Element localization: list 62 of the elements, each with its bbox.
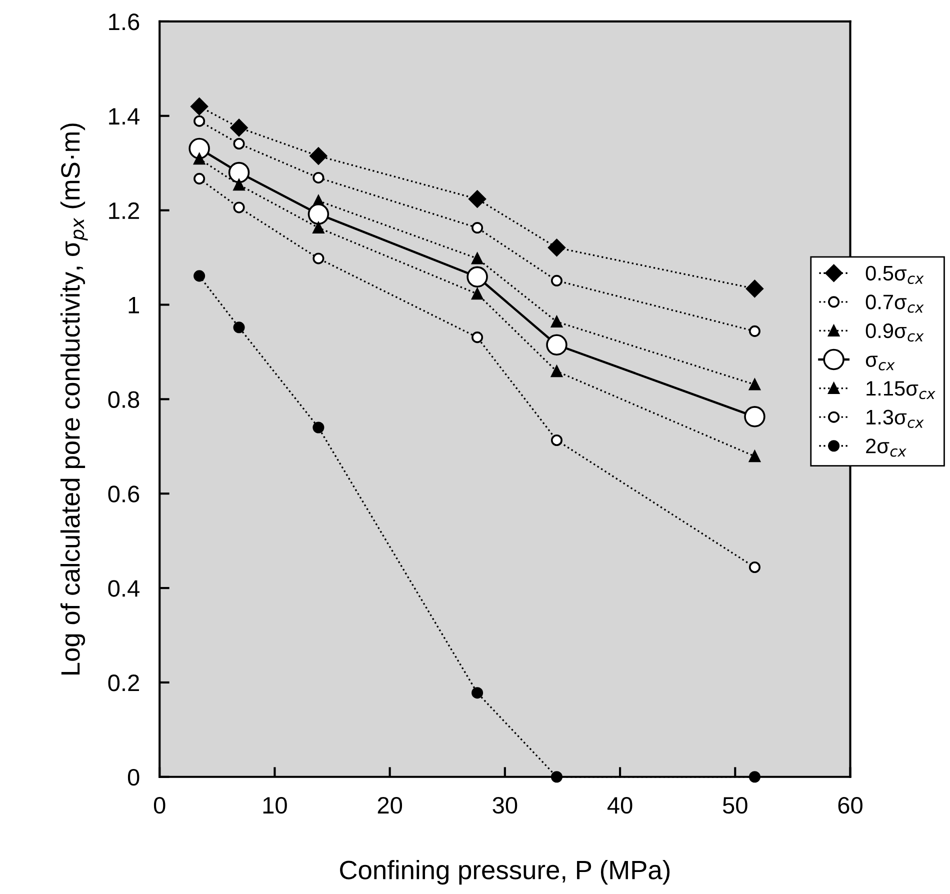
y-tick-label: 0.2 <box>108 674 139 692</box>
y-tick-label: 0.4 <box>108 580 140 597</box>
point <box>233 179 245 191</box>
x-tick-label: 50 <box>722 796 748 814</box>
point <box>233 138 245 150</box>
legend-label: 1.3σ$_{cx}$ <box>866 410 924 428</box>
legend-label: 0.7σ$_{cx}$ <box>866 294 924 313</box>
point <box>194 153 206 165</box>
point <box>550 316 562 328</box>
point <box>312 422 324 434</box>
y-tick-label: 1.4 <box>109 108 140 124</box>
point <box>748 378 760 390</box>
point <box>466 266 488 288</box>
point <box>228 162 250 184</box>
point <box>312 222 324 234</box>
x-tick-label: 60 <box>838 796 862 814</box>
y-axis-title: Log of calculated pore conductivity, σ$_{px}$ (mS·m) <box>60 124 88 674</box>
y-tick-label: 0 <box>128 768 140 786</box>
point <box>548 238 566 256</box>
point <box>312 252 324 264</box>
y-tick-label: 1.6 <box>109 14 140 30</box>
point <box>468 190 486 208</box>
point <box>194 270 206 282</box>
point <box>194 115 206 127</box>
point <box>550 366 562 378</box>
x-axis-title: Confining pressure, P (MPa) <box>340 860 670 885</box>
point <box>312 172 324 184</box>
point <box>748 561 760 574</box>
point <box>188 138 210 160</box>
legend-label: 2σ$_{cx}$ <box>866 438 906 457</box>
point <box>472 222 484 234</box>
point <box>233 322 245 334</box>
y-tick-label: 1.2 <box>109 202 139 219</box>
legend-label: 0.9σ$_{cx}$ <box>866 323 924 342</box>
legend-label: 0.5σ$_{cx}$ <box>866 266 924 284</box>
point <box>472 687 484 699</box>
point <box>546 334 568 356</box>
legend-label: 1.15σ$_{cx}$ <box>866 381 936 400</box>
x-tick-label: 0 <box>154 796 166 814</box>
y-tick-label: 1 <box>128 297 140 314</box>
point <box>472 252 484 264</box>
point <box>472 332 484 344</box>
point <box>308 203 330 225</box>
point <box>748 450 760 462</box>
point <box>190 98 208 116</box>
y-tick-label: 0.8 <box>108 391 140 408</box>
x-tick-label: 20 <box>378 796 402 814</box>
point <box>233 202 245 214</box>
point <box>550 274 562 286</box>
point <box>746 280 764 298</box>
x-tick-label: 40 <box>607 796 632 814</box>
point <box>310 147 328 165</box>
point <box>230 118 248 136</box>
x-tick-label: 10 <box>263 796 287 814</box>
x-tick-label: 30 <box>492 796 518 814</box>
point <box>472 288 484 300</box>
legend-label: σ$_{cx}$ <box>866 356 895 370</box>
point <box>550 434 562 446</box>
point <box>744 406 766 428</box>
point <box>194 172 206 184</box>
point <box>748 325 760 337</box>
y-tick-label: 0.6 <box>108 486 140 502</box>
